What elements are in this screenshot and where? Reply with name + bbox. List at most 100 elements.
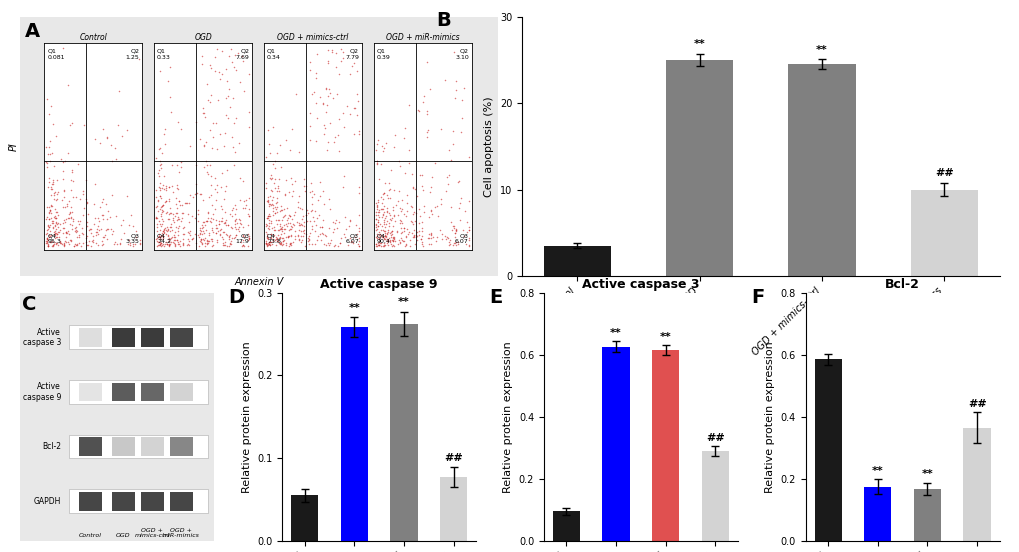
Point: [152, 233, 168, 242]
Point: [262, 233, 278, 242]
Point: [265, 236, 281, 245]
Point: [270, 216, 286, 225]
Text: A: A: [25, 22, 41, 41]
Point: [104, 229, 120, 238]
Point: [263, 223, 279, 232]
Point: [91, 226, 107, 235]
Point: [61, 197, 77, 206]
Point: [214, 233, 230, 242]
Point: [335, 172, 352, 181]
Point: [47, 227, 63, 236]
Point: [374, 213, 390, 222]
Point: [234, 51, 251, 60]
Point: [152, 178, 168, 187]
Point: [152, 157, 168, 166]
Point: [404, 229, 420, 237]
Bar: [111, 383, 135, 401]
Point: [211, 220, 227, 229]
Point: [375, 190, 391, 199]
Point: [193, 237, 209, 246]
Point: [44, 236, 60, 245]
Point: [193, 227, 209, 236]
Point: [106, 238, 122, 247]
Point: [403, 217, 419, 226]
Point: [207, 66, 223, 75]
Point: [208, 229, 224, 237]
Point: [391, 239, 408, 248]
Point: [271, 220, 287, 229]
Point: [429, 202, 445, 211]
Point: [341, 216, 358, 225]
Point: [59, 214, 75, 222]
Point: [376, 229, 392, 237]
Point: [41, 208, 57, 217]
Point: [377, 227, 393, 236]
Point: [40, 183, 56, 192]
Point: [223, 236, 239, 245]
Point: [316, 120, 332, 129]
Point: [161, 233, 177, 242]
Point: [335, 54, 352, 62]
Point: [330, 70, 346, 78]
Point: [407, 185, 423, 194]
Point: [99, 235, 115, 243]
Point: [226, 223, 243, 232]
Point: [174, 200, 191, 209]
Point: [318, 84, 334, 93]
Point: [266, 230, 282, 239]
Point: [274, 240, 290, 248]
Point: [348, 89, 365, 98]
Point: [389, 210, 406, 219]
Point: [73, 242, 90, 251]
Point: [45, 175, 61, 184]
Point: [385, 235, 401, 243]
Point: [370, 211, 386, 220]
Point: [325, 218, 341, 227]
Point: [263, 240, 279, 248]
Point: [405, 232, 421, 241]
Point: [99, 134, 115, 143]
Point: [169, 212, 185, 221]
Point: [39, 143, 55, 152]
Point: [168, 184, 184, 193]
Point: [281, 225, 298, 233]
Point: [104, 157, 120, 166]
Point: [312, 222, 328, 231]
Point: [368, 219, 384, 228]
Point: [272, 233, 288, 242]
Point: [168, 236, 184, 245]
Point: [317, 84, 333, 93]
Point: [369, 207, 385, 216]
Point: [171, 239, 187, 248]
Point: [260, 212, 276, 221]
Point: [44, 240, 60, 249]
Point: [77, 194, 94, 203]
Point: [194, 51, 210, 60]
Point: [441, 240, 458, 249]
Point: [454, 83, 471, 92]
Point: [380, 185, 396, 194]
Point: [222, 222, 238, 231]
Point: [382, 211, 398, 220]
Point: [408, 232, 424, 241]
Point: [291, 204, 308, 213]
Point: [341, 233, 358, 242]
Point: [296, 182, 312, 191]
Point: [368, 140, 384, 148]
Point: [320, 46, 336, 55]
Point: [45, 219, 61, 227]
Point: [156, 129, 172, 138]
Point: [368, 145, 384, 154]
Point: [131, 235, 148, 244]
Point: [231, 196, 248, 205]
Point: [371, 237, 387, 246]
Point: [149, 220, 165, 229]
Point: [62, 208, 78, 217]
Point: [259, 230, 275, 238]
Point: [260, 197, 276, 206]
Point: [395, 223, 412, 232]
Point: [272, 225, 288, 233]
Point: [414, 171, 430, 180]
Point: [78, 175, 95, 184]
Point: [213, 214, 229, 222]
